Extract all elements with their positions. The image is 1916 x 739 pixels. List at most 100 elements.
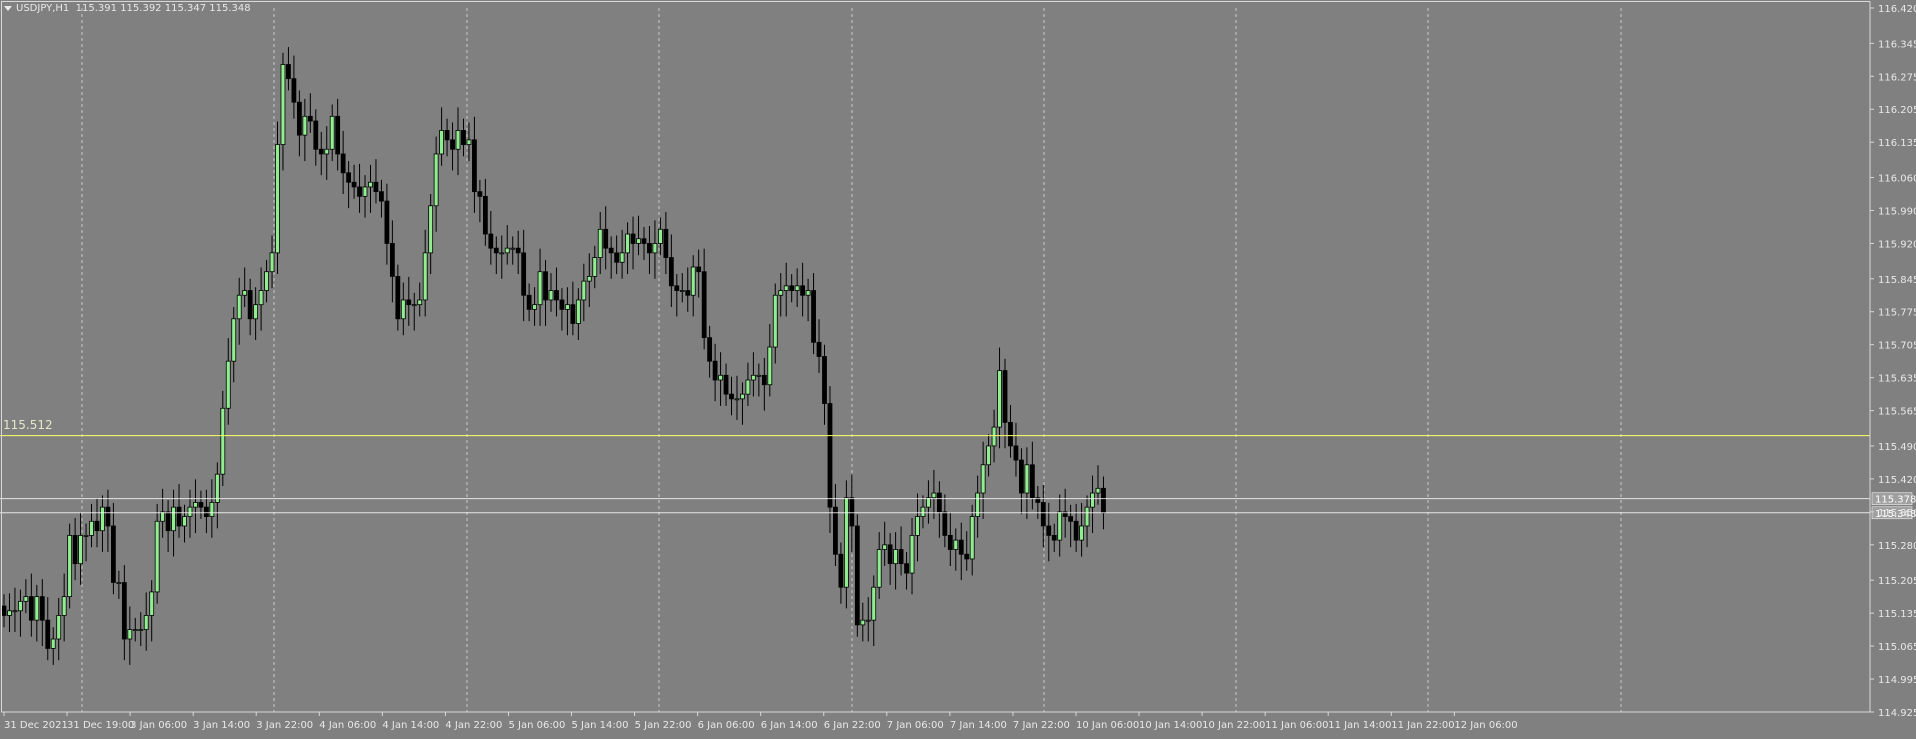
candle-body-bear [823,356,827,403]
candle-body-bull [954,540,958,549]
candle-body-bear [959,540,963,554]
candle-body-bull [691,267,695,295]
y-tick-label: 116.205 [1878,105,1916,116]
candle-body-bear [407,300,411,305]
y-tick-label: 115.135 [1878,609,1916,620]
candle-body-bull [183,517,187,526]
candle-body-bear [122,583,126,640]
horizontal-level-label: 115.512 [3,418,53,432]
candle-body-bear [544,272,548,300]
candle-body-bull [265,272,269,291]
candle-body-bear [937,493,941,512]
candle-body-bull [598,229,602,257]
candle-body-bull [593,258,597,277]
candle-body-bull [1025,465,1029,493]
candle-body-bear [445,130,449,139]
candle-body-bear [314,121,318,149]
candle-body-bear [1008,422,1012,446]
candle-body-bear [1030,465,1034,498]
candle-body-bull [505,248,509,253]
candle-body-bull [533,305,537,310]
candle-body-bear [647,243,651,252]
candle-body-bear [899,550,903,564]
candle-body-bull [511,248,515,249]
candle-body-bull [735,399,739,400]
candle-body-bull [970,517,974,559]
candle-body-bull [779,291,783,296]
x-tick-label: 4 Jan 14:00 [382,720,439,731]
x-tick-label: 5 Jan 14:00 [572,720,629,731]
candle-body-bull [910,535,914,573]
candle-body-bull [226,361,230,408]
candle-body-bear [615,253,619,262]
candle-body-bull [133,630,137,631]
candle-body-bull [894,550,898,564]
candle-body-bull [325,149,329,154]
candle-body-bear [522,253,526,295]
candle-body-bull [254,305,258,319]
candle-body-bear [248,291,252,319]
x-tick-label: 11 Jan 14:00 [1328,720,1391,731]
candle-body-bear [385,201,389,243]
candle-body-bear [2,606,6,615]
candle-body-bull [232,319,236,361]
y-tick-label: 115.990 [1878,206,1916,217]
candle-body-bear [40,597,44,621]
candle-body-bear [390,243,394,276]
x-tick-label: 31 Dec 2021 [4,720,68,731]
candle-body-bear [702,272,706,338]
candle-body-bull [401,300,405,319]
candle-body-bear [204,507,208,516]
candle-body-bear [801,286,805,295]
candle-body-bull [412,305,416,306]
x-tick-label: 6 Jan 14:00 [761,720,818,731]
candle-body-bull [456,130,460,149]
x-tick-label: 12 Jan 06:00 [1454,720,1517,731]
candle-body-bull [243,291,247,296]
candle-body-bull [795,286,799,291]
candle-body-bear [379,192,383,201]
candle-body-bear [724,375,728,394]
candle-body-bull [35,597,39,621]
candle-body-bull [303,116,307,135]
collapse-arrow-icon[interactable] [4,6,12,11]
x-tick-label: 6 Jan 22:00 [824,720,881,731]
candle-body-bear [166,512,170,531]
y-tick-label: 116.060 [1878,174,1916,185]
y-tick-label: 115.350 [1878,508,1916,519]
candle-body-bull [921,507,925,516]
candle-body-bull [467,140,471,145]
candle-body-bear [478,192,482,197]
x-tick-label: 7 Jan 06:00 [887,720,944,731]
candle-body-bear [451,140,455,149]
candle-body-bear [571,305,575,324]
candle-body-bull [18,601,22,610]
candle-body-bull [1085,507,1089,526]
candle-body-bear [1041,502,1045,526]
candle-body-bull [757,375,761,376]
candle-body-bull [998,371,1002,428]
y-tick-label: 115.845 [1878,275,1916,286]
y-tick-label: 115.065 [1878,642,1916,653]
candle-body-bear [358,187,362,196]
y-tick-label: 115.705 [1878,341,1916,352]
candle-body-bull [270,253,274,272]
candle-body-bear [286,65,290,79]
ohlc-label: 115.391 115.392 115.347 115.348 [76,3,251,14]
candle-body-bear [516,248,520,253]
y-tick-label: 115.205 [1878,576,1916,587]
candle-body-bull [653,243,657,252]
candle-body-bull [1058,512,1062,540]
candle-body-bear [73,535,77,563]
candle-body-bear [762,375,766,384]
y-tick-label: 115.775 [1878,308,1916,319]
candle-body-bear [560,300,564,309]
candle [855,514,859,636]
candle-body-bull [368,182,372,187]
candle-body-bear [855,526,859,625]
candle-body-bull [68,535,72,596]
candle-body-bull [155,521,159,592]
